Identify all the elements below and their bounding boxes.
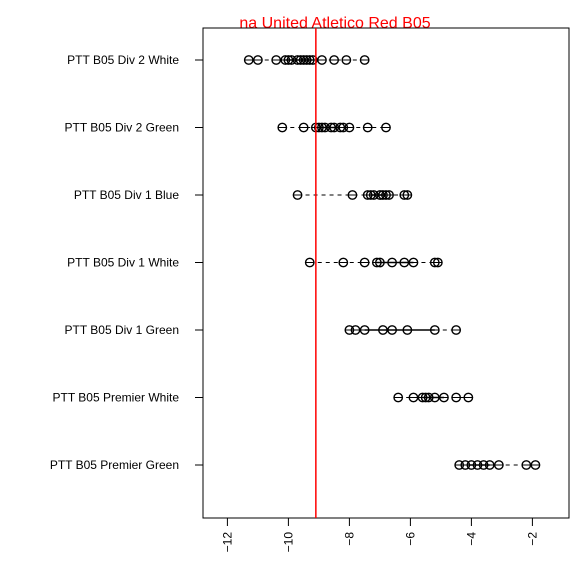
y-tick-label: PTT B05 Div 1 Blue <box>74 188 179 202</box>
x-tick-label: −4 <box>464 532 478 546</box>
box-2 <box>277 122 391 133</box>
plot-frame <box>202 27 570 519</box>
x-tick-label: −6 <box>403 532 417 546</box>
y-tick-label: PTT B05 Div 2 Green <box>65 121 180 135</box>
chart-title: na United Atletico Red B05 <box>239 15 430 32</box>
box-group <box>243 55 541 470</box>
x-tick-label: −12 <box>220 532 234 553</box>
box-7 <box>454 460 541 470</box>
box-3 <box>292 190 413 200</box>
box-1 <box>243 55 370 65</box>
y-tick-label: PTT B05 Div 1 Green <box>65 323 180 337</box>
box-5 <box>344 325 462 335</box>
x-tick-label: −2 <box>525 532 539 546</box>
y-tick-label: PTT B05 Div 1 White <box>67 256 179 270</box>
axis-group: PTT B05 Div 2 White PTT B05 Div 2 Green PT… <box>50 53 540 552</box>
x-tick-label: −10 <box>281 532 295 553</box>
box-4 <box>304 257 443 268</box>
y-tick-label: PTT B05 Premier White <box>53 391 180 405</box>
y-tick-label: PTT B05 Div 2 White <box>67 53 179 67</box>
x-tick-label: −8 <box>342 532 356 546</box>
y-tick-label: PTT B05 Premier Green <box>50 458 179 472</box>
box-6 <box>393 392 474 403</box>
